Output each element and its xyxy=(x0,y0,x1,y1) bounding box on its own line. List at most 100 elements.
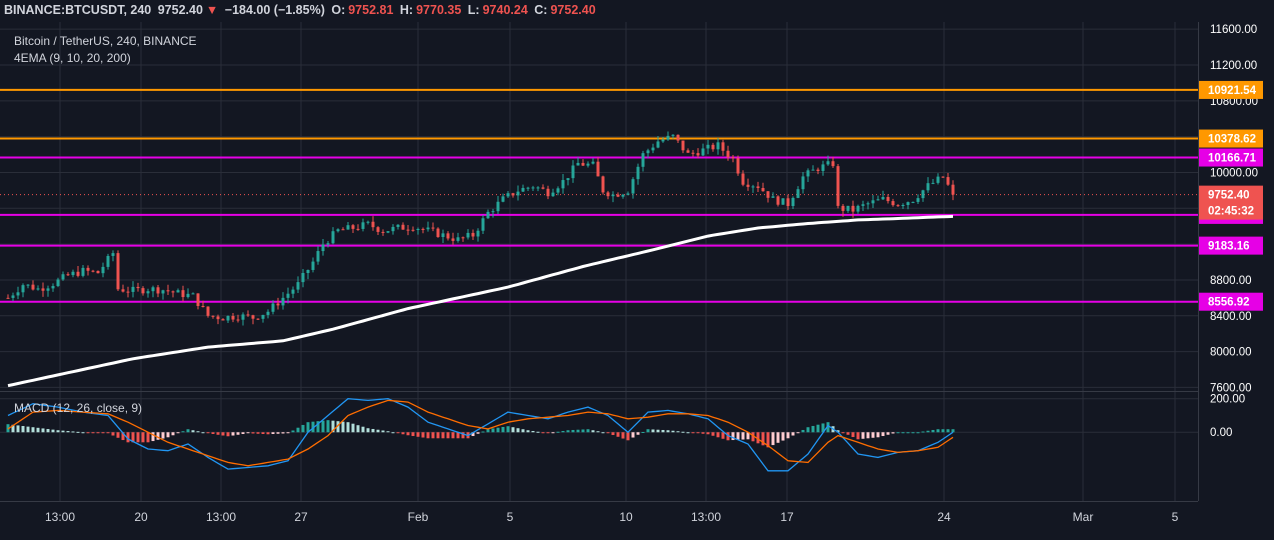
candle-up xyxy=(71,271,75,276)
candle-down xyxy=(41,288,45,291)
candle-down xyxy=(761,187,765,192)
macd-histogram-bar xyxy=(141,432,145,443)
macd-histogram-bar xyxy=(321,420,325,433)
macd-histogram-bar xyxy=(646,429,650,433)
candle-up xyxy=(296,282,300,290)
macd-histogram-bar xyxy=(921,431,925,433)
macd-histogram-bar xyxy=(66,431,70,433)
candle-down xyxy=(766,191,770,198)
candle-down xyxy=(66,274,70,276)
candle-up xyxy=(666,135,670,140)
candle-down xyxy=(341,229,345,231)
candle-up xyxy=(476,230,480,237)
symbol-name[interactable]: BINANCE:BTCUSDT, 240 xyxy=(4,3,152,17)
macd-histogram-bar xyxy=(341,421,345,433)
macd-histogram-bar xyxy=(611,432,615,436)
candle-up xyxy=(871,200,875,204)
macd-histogram-bar xyxy=(71,431,75,433)
candle-up xyxy=(301,273,305,283)
ema-indicator-legend[interactable]: 4EMA (9, 10, 20, 200) xyxy=(14,51,131,65)
candle-up xyxy=(176,290,180,293)
macd-histogram-bar xyxy=(171,432,175,436)
candle-up xyxy=(396,224,400,227)
candle-down xyxy=(681,140,685,151)
candle-up xyxy=(651,147,655,151)
candle-down xyxy=(676,134,680,141)
macd-histogram-bar xyxy=(636,432,640,435)
macd-tick-label: 200.00 xyxy=(1210,394,1245,406)
macd-histogram-bar xyxy=(731,432,735,441)
time-tick-label: Mar xyxy=(1073,510,1094,524)
candle-down xyxy=(206,306,210,316)
level-10921.54-tag[interactable] xyxy=(1199,80,1263,99)
macd-histogram-bar xyxy=(786,432,790,439)
time-tick-label: 5 xyxy=(1172,510,1179,524)
last-price-tag[interactable] xyxy=(1199,185,1263,220)
level-10166.71-tag[interactable] xyxy=(1199,148,1263,167)
candle-down xyxy=(86,267,90,271)
macd-histogram-bar xyxy=(396,432,400,434)
candle-down xyxy=(401,224,405,230)
macd-histogram-bar xyxy=(761,432,765,446)
candle-down xyxy=(196,293,200,307)
candle-down xyxy=(581,162,585,166)
macd-histogram-bar xyxy=(736,432,740,440)
macd-histogram-bar xyxy=(701,432,705,434)
candle-up xyxy=(101,266,105,274)
candle-up xyxy=(791,197,795,207)
chart-title-legend[interactable]: Bitcoin / TetherUS, 240, BINANCE xyxy=(14,34,197,48)
macd-histogram-bar xyxy=(476,432,480,434)
macd-histogram-bar xyxy=(591,430,595,433)
macd-histogram-bar xyxy=(796,432,800,434)
macd-histogram-bar xyxy=(401,432,405,435)
candle-down xyxy=(731,157,735,159)
macd-histogram-bar xyxy=(666,430,670,433)
candle-down xyxy=(356,228,360,230)
macd-histogram-bar xyxy=(126,432,130,443)
candle-down xyxy=(596,161,600,177)
candle-up xyxy=(771,196,775,198)
macd-histogram-bar xyxy=(511,427,515,433)
macd-histogram-bar xyxy=(911,432,915,434)
macd-histogram-bar xyxy=(441,432,445,439)
macd-histogram-bar xyxy=(81,432,85,434)
candle-up xyxy=(936,176,940,183)
price-tick-label: 10000.00 xyxy=(1210,167,1258,179)
macd-histogram-bar xyxy=(546,432,550,434)
macd-histogram-bar xyxy=(526,430,530,433)
candle-down xyxy=(76,271,80,276)
bar-countdown-label: 02:45:32 xyxy=(1208,206,1254,218)
macd-histogram-bar xyxy=(121,432,125,441)
close-value: 9752.40 xyxy=(550,3,596,17)
candle-up xyxy=(826,161,830,165)
macd-histogram-bar xyxy=(31,427,35,433)
candle-down xyxy=(946,177,950,185)
candle-down xyxy=(251,315,255,319)
macd-histogram-bar xyxy=(521,429,525,433)
candle-up xyxy=(306,269,310,274)
level-8556.92-tag[interactable] xyxy=(1199,292,1263,311)
level-10378.62-tag[interactable] xyxy=(1199,129,1263,148)
candle-up xyxy=(921,190,925,199)
price-tick-label: 8400.00 xyxy=(1210,311,1252,323)
macd-histogram-bar xyxy=(931,429,935,433)
candle-down xyxy=(841,205,845,211)
candle-down xyxy=(96,270,100,274)
level-9183.16-tag[interactable] xyxy=(1199,236,1263,255)
candle-up xyxy=(556,188,560,193)
macd-histogram-bar xyxy=(606,432,610,434)
macd-histogram-bar xyxy=(176,432,180,434)
low-label: L: xyxy=(467,3,480,17)
macd-histogram-bar xyxy=(756,432,760,444)
macd-histogram-bar xyxy=(901,432,905,434)
macd-histogram-bar xyxy=(531,430,535,433)
macd-histogram-bar xyxy=(631,432,635,438)
candle-down xyxy=(721,142,725,151)
macd-histogram-bar xyxy=(46,429,50,433)
candle-up xyxy=(671,134,675,136)
macd-indicator-legend[interactable]: MACD (12, 26, close, 9) xyxy=(14,401,143,415)
macd-histogram-bar xyxy=(686,432,690,434)
macd-histogram-bar xyxy=(751,432,755,442)
